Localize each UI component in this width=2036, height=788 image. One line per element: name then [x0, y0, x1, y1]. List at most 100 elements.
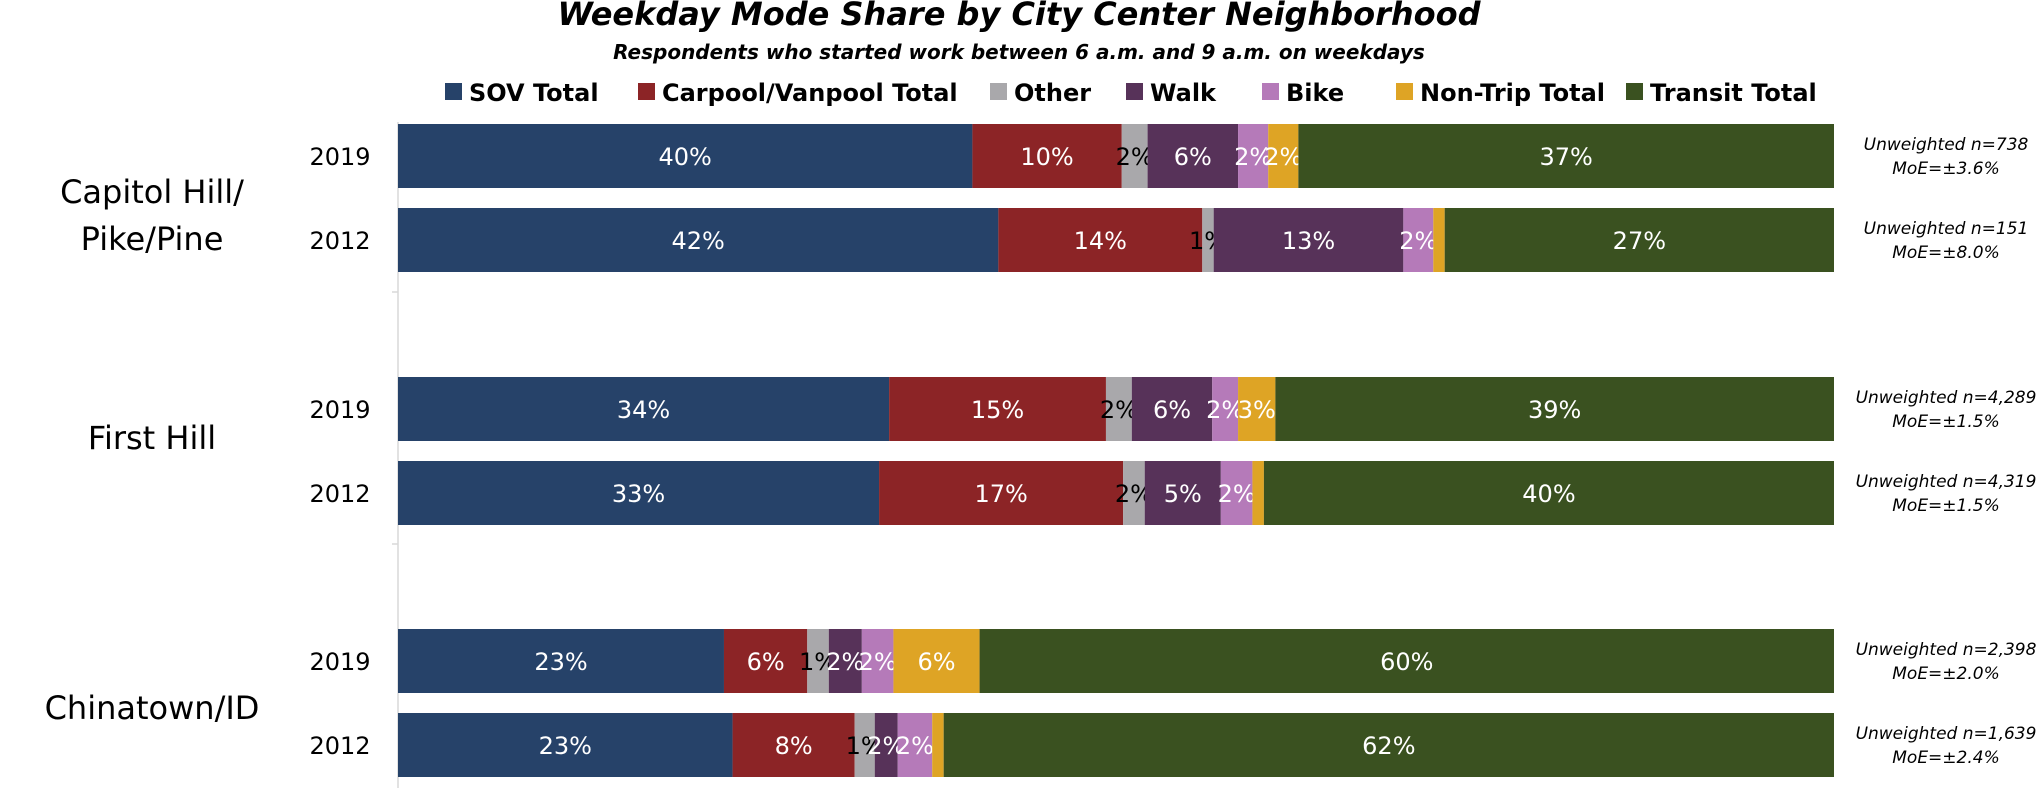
data-label: 2% [859, 648, 897, 676]
data-label: 62% [1362, 732, 1415, 760]
bar-segment-transit-total [1298, 124, 1834, 188]
data-label: 42% [672, 227, 725, 255]
legend-swatch-transit-total [1626, 83, 1643, 100]
group-label: Pike/Pine [81, 220, 224, 258]
bar-segment-other [807, 629, 829, 693]
bar-segment-other [1121, 124, 1148, 188]
data-label: 2% [1116, 143, 1154, 171]
data-label: 2% [896, 732, 934, 760]
chart-groups: Capitol Hill/Pike/Pine 2019 Unweighted n=7… [45, 135, 2036, 768]
bar-segment-walk [1213, 208, 1404, 272]
bar-segment-transit-total [979, 629, 1834, 693]
bar-segment-sov-total [398, 629, 724, 693]
bar-segment-sov-total [398, 124, 973, 188]
chart-title: Weekday Mode Share by City Center Neighb… [557, 0, 1481, 33]
bar-segment-bike [1220, 461, 1253, 525]
bar-segment-carpool-vanpool-total [889, 377, 1106, 441]
bar-segment-sov-total [398, 461, 880, 525]
legend-swatch-carpool-vanpool-total [638, 83, 655, 100]
bar-segment-sov-total [398, 377, 890, 441]
legend-label-walk: Walk [1150, 79, 1217, 107]
legend: SOV Total Carpool/Vanpool Total Other Walk B… [445, 79, 1817, 107]
bar-segment-sov-total [398, 208, 999, 272]
sample-note: Unweighted n=738 [1864, 135, 2029, 155]
bar-segment-non-trip-total [893, 629, 980, 693]
data-label: 6% [1174, 143, 1212, 171]
sample-note: Unweighted n=4,319 [1856, 472, 2036, 492]
bar-segment-bike [1403, 208, 1434, 272]
group-label: First Hill [88, 419, 216, 457]
year-label: 2012 [309, 732, 370, 760]
data-label: 2% [1399, 227, 1437, 255]
data-label: 3% [1238, 396, 1276, 424]
year-label: 2019 [309, 648, 370, 676]
legend-swatch-non-trip-total [1396, 83, 1413, 100]
data-label: 27% [1613, 227, 1666, 255]
bar-segment-bike [1238, 124, 1269, 188]
sample-note: MoE=±1.5% [1892, 496, 2000, 516]
chart-bars: 40% 10% 2% 6% 2%2% 37%42% 14% 1% 13% 2% 27%34% 15% 2… [398, 124, 1834, 777]
data-label: 40% [1522, 480, 1575, 508]
bar-segment-transit-total [943, 713, 1834, 777]
sample-note: MoE=±1.5% [1892, 412, 2000, 432]
bar-segment-bike [897, 713, 933, 777]
bar-segment-transit-total [1275, 377, 1834, 441]
data-label: 23% [534, 648, 587, 676]
bar-segment-bike [861, 629, 894, 693]
bar-segment-walk [1147, 124, 1239, 188]
bar-segment-walk [1144, 461, 1221, 525]
legend-swatch-other [990, 83, 1007, 100]
bar-segment-non-trip-total [932, 713, 944, 777]
bar-segment-sov-total [398, 713, 733, 777]
bar-segment-walk [1131, 377, 1213, 441]
data-label: 40% [659, 143, 712, 171]
bar-segment-walk [874, 713, 898, 777]
sample-note: Unweighted n=2,398 [1856, 640, 2036, 660]
data-label: 60% [1380, 648, 1433, 676]
sample-note: MoE=±3.6% [1892, 159, 2000, 179]
data-label: 6% [1153, 396, 1191, 424]
data-label: 17% [974, 480, 1027, 508]
data-label: 2% [826, 648, 864, 676]
bar-segment-non-trip-total [1238, 377, 1276, 441]
data-label: 39% [1528, 396, 1581, 424]
data-label: 37% [1540, 143, 1593, 171]
sample-note: MoE=±2.0% [1892, 664, 2000, 684]
legend-label-non-trip-total: Non-Trip Total [1420, 79, 1605, 107]
data-label: 8% [775, 732, 813, 760]
data-label: 2% [1100, 396, 1138, 424]
category-axis-ticks [392, 291, 398, 545]
data-label: 5% [1164, 480, 1202, 508]
data-label: 23% [539, 732, 592, 760]
sample-note: MoE=±8.0% [1892, 243, 2000, 263]
sample-note: Unweighted n=4,289 [1856, 388, 2036, 408]
bar-segment-carpool-vanpool-total [879, 461, 1124, 525]
data-label: 33% [612, 480, 665, 508]
sample-note: Unweighted n=1,639 [1856, 724, 2036, 744]
year-label: 2012 [309, 480, 370, 508]
legend-label-other: Other [1014, 79, 1091, 107]
bar-segment-other [1123, 461, 1145, 525]
data-label: 10% [1020, 143, 1073, 171]
data-label: 6% [917, 648, 955, 676]
legend-label-transit-total: Transit Total [1650, 79, 1817, 107]
group-label: Capitol Hill/ [60, 173, 244, 211]
sample-note: Unweighted n=151 [1864, 219, 2029, 239]
legend-swatch-walk [1126, 83, 1143, 100]
year-label: 2019 [309, 143, 370, 171]
bar-segment-walk [828, 629, 862, 693]
bar-segment-transit-total [1444, 208, 1834, 272]
bar-segment-other [1202, 208, 1214, 272]
legend-swatch-sov-total [445, 83, 462, 100]
bar-segment-bike [1212, 377, 1239, 441]
data-label: 6% [747, 648, 785, 676]
data-label: 15% [971, 396, 1024, 424]
legend-label-carpool-vanpool-total: Carpool/Vanpool Total [662, 79, 958, 107]
bar-segment-carpool-vanpool-total [972, 124, 1122, 188]
data-label: 14% [1074, 227, 1127, 255]
chart-subtitle: Respondents who started work between 6 a… [613, 40, 1425, 64]
bar-segment-carpool-vanpool-total [732, 713, 855, 777]
data-label: 2% [1206, 396, 1244, 424]
legend-swatch-bike [1262, 83, 1279, 100]
